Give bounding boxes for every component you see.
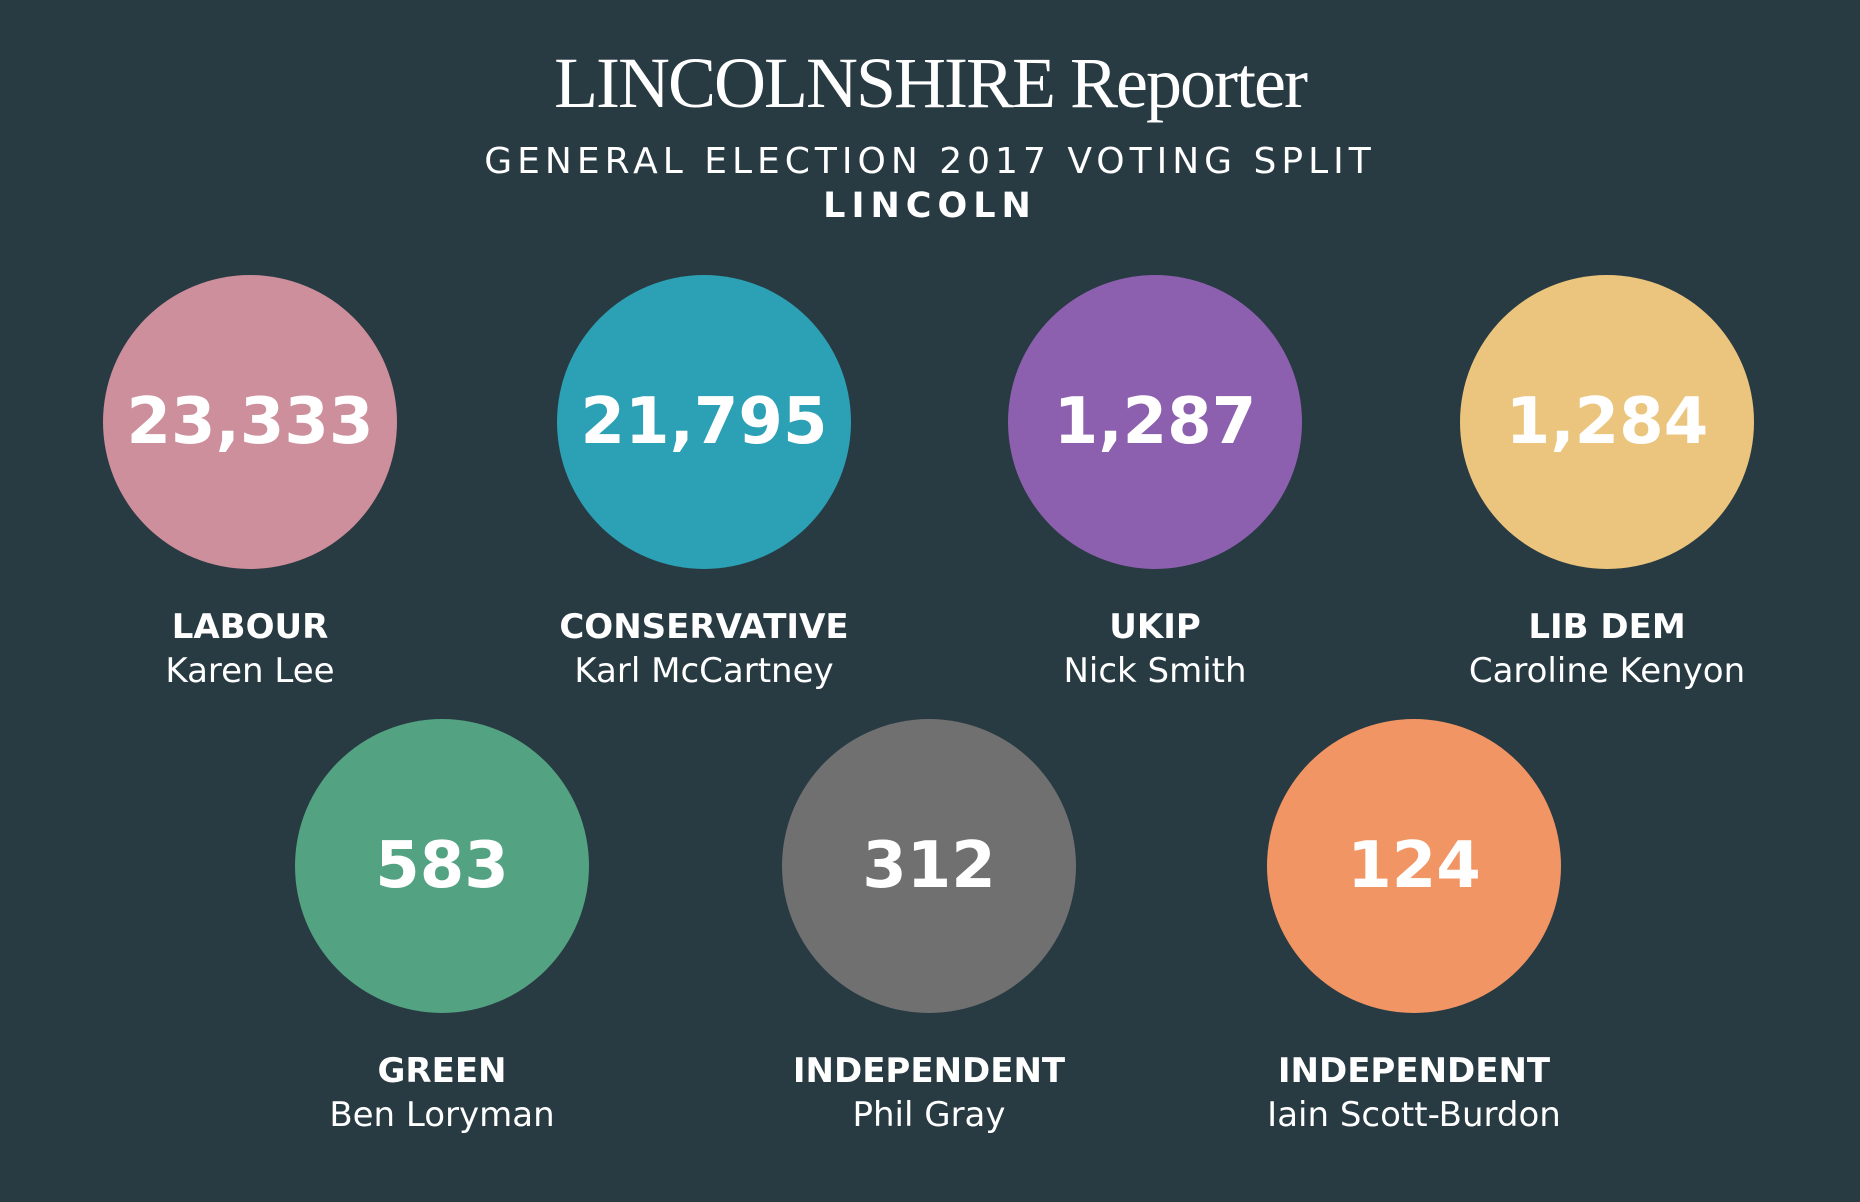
candidate-name: Karl McCartney [574,651,834,691]
party-name: INDEPENDENT [792,1051,1066,1091]
party-name: INDEPENDENT [1277,1051,1551,1091]
vote-count: 124 [1347,829,1481,903]
vote-count: 583 [375,829,509,903]
vote-bubble: 312 [782,719,1076,1013]
masthead-logo: LINCOLNSHIRE Reporter [554,43,1308,123]
candidate-card-conservative: 21,795 CONSERVATIVE Karl McCartney [484,275,924,735]
candidate-card-independent-gray: 312 INDEPENDENT Phil Gray [709,719,1149,1179]
party-name: UKIP [1109,607,1201,647]
party-name: CONSERVATIVE [559,607,849,647]
candidate-name: Caroline Kenyon [1468,651,1746,691]
vote-bubble: 21,795 [557,275,851,569]
page-title: GENERAL ELECTION 2017 VOTING SPLIT [484,141,1376,182]
candidate-name: Nick Smith [1063,651,1247,691]
candidate-card-labour: 23,333 LABOUR Karen Lee [30,275,470,735]
vote-count: 1,287 [1053,385,1257,459]
party-name: LIB DEM [1528,607,1686,647]
constituency-name: LINCOLN [823,186,1037,226]
candidate-name: Phil Gray [852,1095,1006,1135]
vote-bubble: 1,287 [1008,275,1302,569]
vote-bubble: 23,333 [103,275,397,569]
candidate-name: Iain Scott-Burdon [1267,1095,1561,1135]
candidate-card-ukip: 1,287 UKIP Nick Smith [935,275,1375,735]
candidate-name: Karen Lee [165,651,335,691]
candidate-card-lib-dem: 1,284 LIB DEM Caroline Kenyon [1387,275,1827,735]
party-name: LABOUR [171,607,329,647]
vote-bubble: 124 [1267,719,1561,1013]
candidate-card-green: 583 GREEN Ben Loryman [222,719,662,1179]
vote-count: 21,795 [580,385,828,459]
vote-bubble: 583 [295,719,589,1013]
candidate-card-independent-scott-burdon: 124 INDEPENDENT Iain Scott-Burdon [1194,719,1634,1179]
vote-bubble: 1,284 [1460,275,1754,569]
vote-count: 312 [862,829,996,903]
vote-count: 1,284 [1505,385,1709,459]
candidate-name: Ben Loryman [329,1095,555,1135]
vote-count: 23,333 [126,385,374,459]
party-name: GREEN [377,1051,507,1091]
